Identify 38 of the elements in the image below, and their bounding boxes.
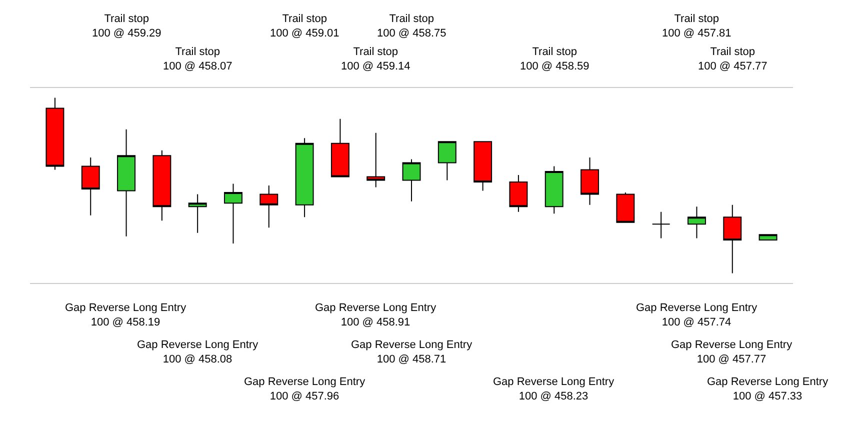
candlestick [295, 138, 314, 218]
candlestick [723, 204, 742, 274]
candlestick [224, 183, 242, 244]
candlestick [474, 141, 492, 192]
text: Gap Reverse Long Entry 100 @ 458.91 [315, 302, 437, 328]
text: Gap Reverse Long Entry 100 @ 458.71 [351, 339, 473, 366]
text: Trail stop 100 @ 457.81 [662, 13, 732, 40]
candlestick [616, 192, 635, 223]
text: Trail stop 100 @ 457.77 [698, 46, 768, 72]
candlestick [544, 166, 564, 214]
candlestick [366, 132, 386, 188]
text: Trail stop 100 @ 458.59 [520, 46, 590, 72]
text: Trail stop 100 @ 459.29 [92, 13, 162, 40]
candlestick [260, 185, 278, 228]
text: Gap Reverse Long Entry 100 @ 457.33 [707, 376, 829, 402]
text: Gap Reverse Long Entry 100 @ 458.23 [493, 376, 615, 402]
text: Gap Reverse Long Entry 100 @ 457.96 [244, 376, 366, 402]
text: Trail stop 100 @ 459.01 [270, 13, 340, 40]
candlestick [330, 118, 350, 178]
text: Trail stop 100 @ 458.07 [163, 46, 232, 72]
candlestick [188, 194, 207, 234]
candlestick [580, 156, 600, 206]
candlestick [152, 150, 172, 222]
text: Gap Reverse Long Entry 100 @ 457.77 [671, 339, 793, 366]
text: Trail stop 100 @ 459.14 [341, 46, 410, 72]
candlestick [688, 206, 706, 239]
candlestick [402, 158, 421, 202]
text: Trail stop 100 @ 458.75 [377, 13, 446, 40]
candlestick [652, 211, 670, 239]
candlestick [509, 174, 528, 212]
text: Gap Reverse Long Entry 100 @ 457.74 [636, 302, 758, 328]
candlestick [438, 141, 456, 181]
candlestick [81, 156, 100, 216]
text: Gap Reverse Long Entry 100 @ 458.19 [65, 302, 187, 328]
text: Gap Reverse Long Entry 100 @ 458.08 [137, 339, 259, 366]
candlestick [46, 97, 64, 170]
candlestick [758, 234, 778, 240]
candlestick [117, 128, 136, 237]
